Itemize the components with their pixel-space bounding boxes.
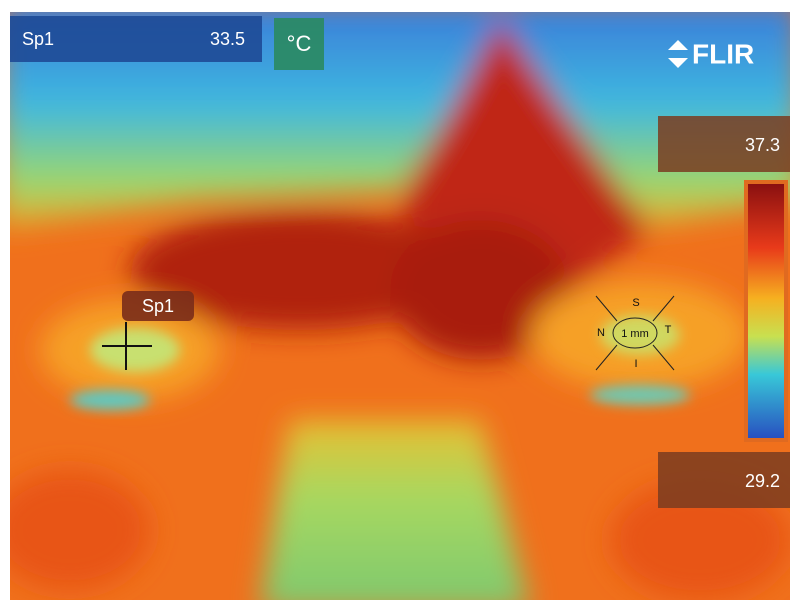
brand-logo: FLIR — [668, 38, 754, 69]
grid-left: N — [597, 327, 605, 339]
scale-min: 29.2 — [745, 471, 780, 491]
marker-label: Sp1 — [142, 296, 174, 316]
scale-min-box — [658, 452, 790, 508]
grid-bottom: I — [634, 358, 637, 370]
readout-box — [10, 16, 262, 62]
readout-label: Sp1 — [22, 29, 54, 49]
marker-label-box — [122, 291, 194, 321]
readout-value: 33.5 — [210, 29, 245, 49]
grid-right: T — [665, 324, 672, 336]
grid-top: S — [632, 297, 639, 309]
unit-box — [274, 18, 324, 70]
eye-grid — [595, 295, 675, 371]
scale-max-box — [658, 116, 790, 172]
scale-max: 37.3 — [745, 135, 780, 155]
crosshair — [102, 322, 152, 370]
unit: °C — [287, 31, 312, 56]
color-bar — [748, 184, 784, 438]
brand: FLIR — [692, 38, 754, 69]
grid-center: 1 mm — [621, 328, 649, 340]
